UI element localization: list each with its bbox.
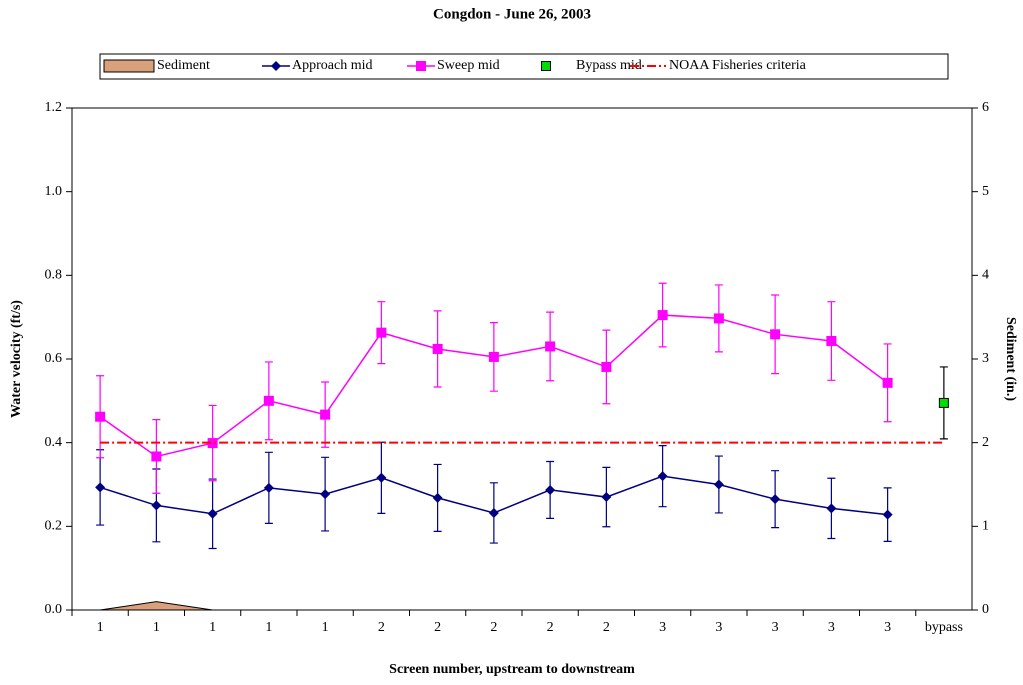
data-point xyxy=(488,351,499,362)
data-point xyxy=(770,329,781,340)
x-tick-label: 3 xyxy=(772,620,779,635)
y2-tick-label: 1 xyxy=(982,519,989,534)
data-point xyxy=(545,484,556,495)
y2-tick-label: 3 xyxy=(982,351,989,366)
data-point xyxy=(263,482,274,493)
sediment-area xyxy=(100,601,944,611)
y-tick-label: 0.6 xyxy=(45,351,63,366)
x-tick-label: 2 xyxy=(547,620,554,635)
y-tick-label: 0.4 xyxy=(45,435,63,450)
data-point xyxy=(95,411,106,422)
data-point xyxy=(826,336,837,347)
data-point xyxy=(826,503,837,514)
data-point xyxy=(376,327,387,338)
plot-area xyxy=(71,107,973,611)
y-axis-title: Water velocity (ft/s) xyxy=(9,300,24,418)
y2-tick-label: 0 xyxy=(982,602,989,617)
legend-marker xyxy=(416,61,426,71)
x-tick-label: 1 xyxy=(265,620,272,635)
legend-box xyxy=(99,53,949,80)
x-tick-label: 1 xyxy=(97,620,104,635)
x-tick-label: 2 xyxy=(490,620,497,635)
data-point xyxy=(376,472,387,483)
y-tick-label: 1.0 xyxy=(45,184,63,199)
x-tick-label: 2 xyxy=(378,620,385,635)
data-point xyxy=(657,310,668,321)
data-point xyxy=(320,409,331,420)
y-tick-label: 1.2 xyxy=(45,100,63,115)
data-point xyxy=(263,395,274,406)
data-point xyxy=(432,492,443,503)
legend-marker xyxy=(271,61,281,71)
legend-label: Sweep mid xyxy=(437,58,500,73)
x-axis-title: Screen number, upstream to downstream xyxy=(389,662,635,677)
data-point xyxy=(432,343,443,354)
data-point xyxy=(545,341,556,352)
x-tick-label: 3 xyxy=(828,620,835,635)
chart-title: Congdon - June 26, 2003 xyxy=(433,6,591,22)
x-tick-label: bypass xyxy=(925,620,963,635)
data-point xyxy=(207,508,218,519)
x-tick-label: 2 xyxy=(434,620,441,635)
x-tick-label: 2 xyxy=(603,620,610,635)
x-tick-label: 3 xyxy=(715,620,722,635)
x-tick-label: 3 xyxy=(884,620,891,635)
data-point xyxy=(601,361,612,372)
data-point xyxy=(713,479,724,490)
data-point xyxy=(770,494,781,505)
y2-tick-label: 5 xyxy=(982,184,989,199)
x-tick-label: 1 xyxy=(209,620,216,635)
legend-label: Bypass mid xyxy=(576,58,642,73)
data-point xyxy=(938,397,949,408)
y2-tick-label: 6 xyxy=(982,100,989,115)
y-tick-label: 0.0 xyxy=(45,602,63,617)
legend-marker xyxy=(541,61,551,71)
data-point xyxy=(882,377,893,388)
data-point xyxy=(657,471,668,482)
data-point xyxy=(713,313,724,324)
y-tick-label: 0.2 xyxy=(45,519,63,534)
legend-label: NOAA Fisheries criteria xyxy=(669,58,807,73)
legend-label: Approach mid xyxy=(292,58,372,73)
data-point xyxy=(488,507,499,518)
data-point xyxy=(95,482,106,493)
data-point xyxy=(601,492,612,503)
x-tick-label: 1 xyxy=(322,620,329,635)
y-tick-label: 0.8 xyxy=(45,268,63,283)
data-point xyxy=(320,489,331,500)
x-tick-label: 1 xyxy=(153,620,160,635)
data-point xyxy=(151,500,162,511)
y2-tick-label: 4 xyxy=(982,268,989,283)
legend-swatch xyxy=(103,59,155,73)
legend-label: Sediment xyxy=(157,58,210,73)
data-point xyxy=(151,451,162,462)
y2-tick-label: 2 xyxy=(982,435,989,450)
data-point xyxy=(882,509,893,520)
x-tick-label: 3 xyxy=(659,620,666,635)
y2-axis-title: Sediment (in.) xyxy=(1003,317,1018,401)
